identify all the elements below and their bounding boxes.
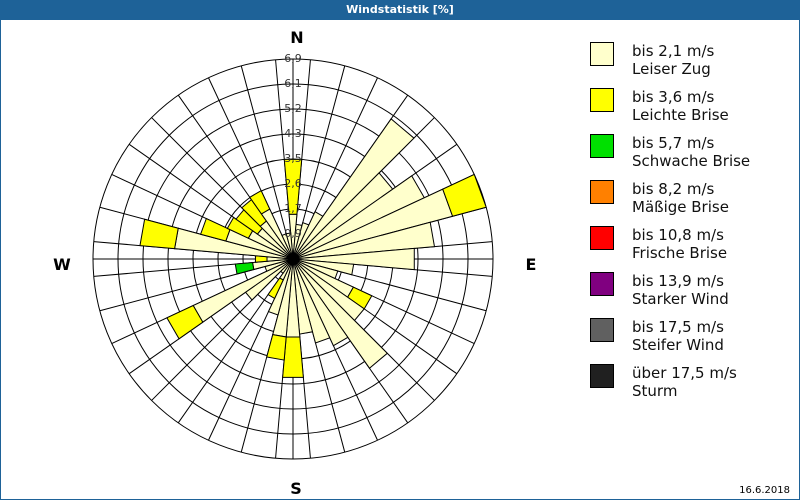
legend-label: über 17,5 m/s Sturm (632, 364, 737, 400)
rose-bar (283, 158, 303, 215)
legend-swatch (590, 134, 614, 158)
ring-label: 0,9 (284, 227, 302, 240)
legend-swatch (590, 318, 614, 342)
ring-label: 3,5 (284, 152, 302, 165)
legend-swatch (590, 364, 614, 388)
legend-label: bis 2,1 m/s Leiser Zug (632, 42, 715, 78)
date-label: 16.6.2018 (739, 485, 790, 496)
rose-bar (199, 217, 231, 242)
legend-label: bis 8,2 m/s Mäßige Brise (632, 180, 729, 216)
rose-bar (442, 173, 487, 217)
ring-label: 1,7 (284, 202, 302, 215)
ring-label: 6,9 (284, 52, 302, 65)
rose-bars (139, 118, 487, 378)
legend-label: bis 13,9 m/s Starker Wind (632, 272, 729, 308)
legend-label: bis 3,6 m/s Leichte Brise (632, 88, 729, 124)
rose-bar (266, 334, 287, 361)
legend-label: bis 10,8 m/s Frische Brise (632, 226, 728, 262)
rose-bar (234, 261, 255, 275)
chart-title: Windstatistik [%] (0, 0, 800, 20)
compass-w: W (53, 255, 71, 274)
rose-bar (267, 277, 284, 300)
legend-swatch (590, 88, 614, 112)
legend-swatch (590, 42, 614, 66)
rose-bar (166, 304, 204, 340)
wind-rose-chart: 0,9 1,7 2,6 3,5 4,3 5,2 6,1 6,9 N E S W (53, 28, 537, 498)
rose-bar (249, 189, 271, 215)
rose-bar (282, 336, 304, 378)
compass-s: S (290, 479, 302, 498)
rose-bar (139, 218, 179, 250)
rose-bar (226, 216, 254, 239)
rose-bar (285, 232, 294, 260)
legend-label: bis 17,5 m/s Steifer Wind (632, 318, 724, 354)
ring-labels: 0,9 1,7 2,6 3,5 4,3 5,2 6,1 6,9 (284, 52, 302, 240)
ring-label: 2,6 (284, 177, 302, 190)
legend-swatch (590, 226, 614, 250)
compass-e: E (526, 255, 537, 274)
ring-label: 5,2 (284, 102, 302, 115)
compass-n: N (290, 28, 303, 47)
ring-label: 6,1 (284, 77, 302, 90)
legend-swatch (590, 180, 614, 204)
legend-label: bis 5,7 m/s Schwache Brise (632, 134, 751, 170)
ring-label: 4,3 (284, 127, 302, 140)
legend-swatch (590, 272, 614, 296)
